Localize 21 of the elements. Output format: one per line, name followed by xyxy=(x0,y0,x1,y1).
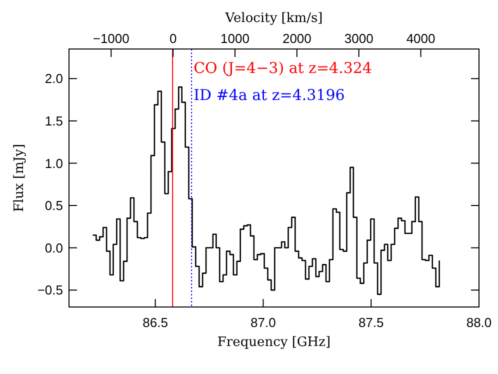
x-tick-label: 86.5 xyxy=(142,315,168,330)
x-tick-label: 87.0 xyxy=(250,315,276,330)
x2-axis-title: Velocity [km/s] xyxy=(224,11,323,26)
y-tick-label: 2.0 xyxy=(44,71,63,86)
x-tick-label: 88.0 xyxy=(466,315,492,330)
y-tick-label: 1.0 xyxy=(44,156,63,171)
y-tick-label: 1.5 xyxy=(44,113,63,128)
x2-tick-label: 2000 xyxy=(282,31,312,46)
x-tick-label: 87.5 xyxy=(358,315,384,330)
x2-tick-label: 4000 xyxy=(406,31,436,46)
x2-tick-label: 0 xyxy=(169,31,177,46)
annotation: CO (J=4−3) at z=4.324 xyxy=(194,59,372,77)
y-tick-label: 0.5 xyxy=(44,198,63,214)
y-axis-title: Flux [mJy] xyxy=(12,144,27,212)
x2-tick-label: 3000 xyxy=(344,31,374,46)
y-tick-label: −0.5 xyxy=(37,282,63,298)
x2-tick-label: 1000 xyxy=(220,31,250,46)
x2-tick-label: −1000 xyxy=(92,31,130,46)
annotation: ID #4a at z=4.3196 xyxy=(194,86,345,104)
y-tick-label: 0.0 xyxy=(44,240,63,256)
x-axis-title: Frequency [GHz] xyxy=(217,335,331,350)
